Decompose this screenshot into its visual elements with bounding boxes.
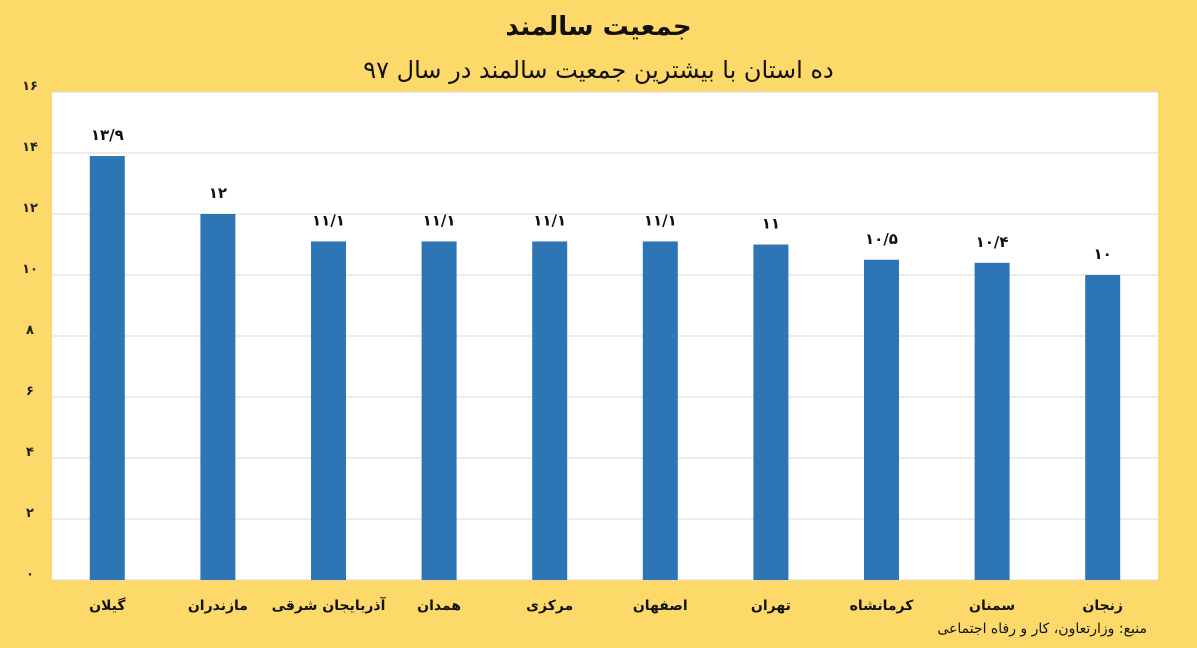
- data-label: ۱۱: [762, 215, 780, 233]
- bar: [89, 156, 125, 581]
- y-tick-label: ۱۶: [22, 79, 38, 94]
- x-tick-label: اصفهان: [633, 598, 688, 614]
- y-tick-label: ۸: [26, 323, 34, 338]
- x-axis: گیلان مازندران آذربایجان شرقی همدان مرکزی اصف…: [89, 596, 1123, 614]
- y-tick-label: ۴: [26, 445, 34, 460]
- data-label: ۱۱/۱: [423, 211, 456, 229]
- chart-subtitle: ده استان با بیشترین جمعیت سالمند در سال …: [363, 56, 834, 84]
- data-label: ۱۱/۱: [312, 211, 345, 229]
- x-tick-label: سمنان: [969, 598, 1015, 614]
- data-label: ۱۰: [1094, 245, 1112, 263]
- y-tick-label: ۲: [26, 506, 34, 521]
- y-tick-label: ۱۴: [22, 140, 38, 155]
- source-note: منبع: وزارتعاون، کار و رفاه اجتماعی: [937, 621, 1147, 637]
- y-tick-label: ۱۰: [22, 262, 38, 277]
- gridlines: [52, 91, 1158, 581]
- x-tick-label: تهران: [751, 598, 791, 614]
- x-tick-label: همدان: [417, 598, 461, 614]
- x-tick-label: زنجان: [1082, 598, 1123, 614]
- bar: [974, 262, 1010, 580]
- x-tick-label: کرمانشاه: [850, 598, 915, 614]
- y-tick-label: ۶: [26, 384, 34, 399]
- bar: [753, 244, 789, 580]
- y-axis: ۰ ۲ ۴ ۶ ۸ ۱۰ ۱۲ ۱۴ ۱۶: [22, 79, 38, 582]
- x-tick-label: گیلان: [89, 597, 126, 614]
- data-labels: ۱۳/۹ ۱۲ ۱۱/۱ ۱۱/۱ ۱۱/۱ ۱۱/۱ ۱۱ ۱۰/۵ ۱۰/۴ ۱۰: [91, 126, 1112, 263]
- bar: [311, 241, 346, 580]
- data-label: ۱۰/۵: [865, 230, 898, 248]
- x-tick-label: مازندران: [188, 598, 248, 614]
- bar: [1085, 275, 1121, 580]
- data-label: ۱۱/۱: [533, 211, 566, 229]
- y-tick-label: ۱۲: [22, 201, 38, 216]
- bar: [532, 241, 568, 580]
- x-tick-label: مرکزی: [526, 598, 573, 614]
- data-label: ۱۲: [209, 184, 227, 202]
- data-label: ۱۱/۱: [644, 211, 677, 229]
- x-tick-label: آذربایجان شرقی: [272, 596, 387, 614]
- data-label: ۱۳/۹: [91, 126, 124, 144]
- bar: [200, 214, 236, 580]
- bar: [864, 259, 899, 580]
- bar: [642, 241, 678, 580]
- bars: [89, 156, 1121, 581]
- chart-title: جمعیت سالمند: [505, 12, 692, 42]
- y-tick-label: ۰: [26, 567, 34, 582]
- bar: [421, 241, 457, 580]
- data-label: ۱۰/۴: [976, 233, 1009, 251]
